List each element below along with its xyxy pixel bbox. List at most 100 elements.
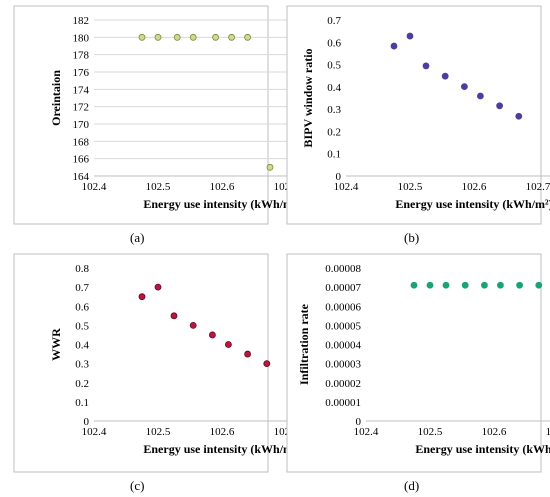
y-tick-label: 0	[336, 171, 342, 183]
data-point	[535, 281, 543, 289]
data-point	[426, 281, 434, 289]
data-point	[480, 281, 488, 289]
data-point	[170, 312, 178, 320]
y-tick-label: 0.2	[327, 126, 341, 138]
data-point	[390, 42, 398, 50]
x-axis-label: Energy use intensity (kWh/m²)	[143, 442, 300, 456]
y-tick-label: 0.8	[75, 263, 89, 275]
y-tick-label: 0.2	[75, 378, 89, 390]
data-point	[266, 163, 274, 171]
y-tick-label: 0.1	[75, 397, 89, 409]
y-tick-label: 180	[73, 32, 90, 44]
y-tick-label: 0.1	[327, 149, 341, 161]
y-tick-label: 0.00006	[325, 301, 361, 313]
data-point	[516, 281, 523, 289]
y-tick-label: 0.00002	[325, 378, 361, 390]
x-tick-label: 102.4	[82, 426, 107, 438]
x-tick-label: 102.7	[526, 181, 550, 193]
y-tick-label: 0	[84, 416, 90, 428]
data-point	[189, 321, 197, 329]
data-point	[441, 72, 449, 80]
y-tick-label: 0.6	[75, 301, 89, 313]
panel-d-caption: (d)	[404, 478, 420, 493]
x-axis-label: Energy use intensity (kWh/m²)	[395, 197, 550, 211]
y-axis-label: WWR	[49, 328, 63, 361]
data-point	[244, 33, 252, 41]
y-tick-label: 164	[73, 171, 90, 183]
x-tick-label: 102.6	[210, 426, 235, 438]
y-tick-label: 0.00007	[325, 282, 361, 294]
panel-a-caption: (a)	[130, 230, 145, 245]
data-point	[212, 33, 220, 41]
x-tick-label: 102.6	[462, 181, 487, 193]
y-axis-label: Infiltration rate	[297, 303, 311, 385]
y-axis-label: Oreintaion	[49, 70, 63, 126]
x-tick-label: 102.6	[210, 181, 235, 193]
y-tick-label: 178	[73, 50, 90, 62]
y-tick-label: 0	[356, 416, 362, 428]
panel-b-caption: (b)	[404, 230, 420, 245]
x-tick-label: 102.5	[418, 426, 443, 438]
data-point	[263, 360, 271, 368]
data-point	[406, 32, 414, 40]
y-tick-label: 170	[73, 119, 90, 131]
x-axis-label: Energy use intensity (kWh/m²)	[415, 442, 550, 456]
data-point	[173, 33, 181, 41]
data-point	[461, 281, 469, 289]
y-tick-label: 172	[73, 102, 90, 114]
y-tick-label: 0.4	[75, 340, 89, 352]
x-tick-label: 102.6	[482, 426, 507, 438]
y-tick-label: 0.7	[75, 282, 89, 294]
data-point	[515, 112, 523, 120]
y-tick-label: 0.7	[327, 15, 341, 27]
x-tick-label: 102.5	[146, 181, 171, 193]
data-point	[460, 83, 468, 91]
y-tick-label: 166	[73, 154, 90, 166]
data-point	[189, 33, 197, 41]
chart-panel-a: 164 166 168 170 172 174 176 178 180 182 102.4 102.5…	[13, 5, 363, 225]
x-tick-label: 102.5	[146, 426, 171, 438]
panel-d-frame	[286, 253, 542, 473]
data-point	[422, 62, 430, 70]
chart-panel-b: 0 0.1 0.2 0.3 0.4 0.5 0.6 0.7 102.4 102.5 102.6 102…	[286, 5, 550, 225]
y-tick-label: 0.5	[75, 320, 89, 332]
y-tick-label: 0.5	[327, 60, 341, 72]
data-point	[154, 33, 162, 41]
data-point	[228, 33, 236, 41]
data-point	[208, 331, 216, 339]
panel-c-frame	[13, 253, 269, 473]
chart-panel-d: 0 0.00001 0.00002 0.00003 0.00004 0.00005 0.00…	[286, 253, 550, 473]
data-point	[442, 281, 450, 289]
data-point	[138, 33, 146, 41]
y-tick-label: 176	[73, 67, 90, 79]
y-tick-label: 0.4	[327, 82, 341, 94]
y-tick-label: 0.00004	[325, 340, 361, 352]
data-point	[154, 283, 162, 291]
y-tick-label: 182	[73, 15, 90, 27]
x-tick-label: 102.4	[82, 181, 107, 193]
data-point	[138, 293, 146, 301]
x-tick-label: 102.4	[354, 426, 379, 438]
panel-a-frame	[13, 5, 269, 225]
panel-c-caption: (c)	[130, 478, 145, 493]
x-tick-label: 102.4	[334, 181, 359, 193]
y-tick-label: 168	[73, 136, 90, 148]
y-axis-label: BIPV window ratio	[301, 48, 315, 147]
y-tick-label: 0.3	[75, 359, 89, 371]
data-point	[476, 92, 484, 100]
y-tick-label: 0.6	[327, 37, 341, 49]
x-tick-label: 102.7	[546, 426, 550, 438]
data-point	[496, 102, 504, 110]
x-axis-label: Energy use intensity (kWh/m²)	[143, 197, 300, 211]
y-tick-label: 174	[73, 84, 90, 96]
y-tick-label: 0.00005	[325, 320, 361, 332]
data-point	[496, 281, 504, 289]
data-point	[224, 341, 232, 348]
panel-b-frame	[286, 5, 542, 225]
y-tick-label: 0.3	[327, 104, 341, 116]
y-tick-label: 0.00008	[325, 263, 361, 275]
y-tick-label: 0.00001	[325, 397, 361, 409]
data-point	[410, 281, 418, 289]
data-point	[244, 350, 252, 358]
